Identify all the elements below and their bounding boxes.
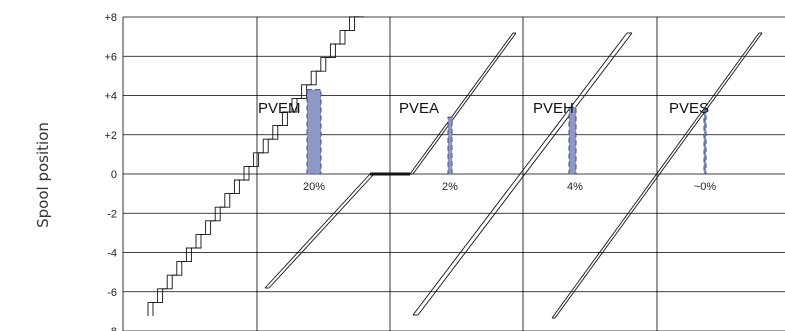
section-label-pves: PVES: [669, 100, 709, 117]
pvea-ramp-upper-b: [412, 32, 517, 175]
pvem-stair-right: [152, 16, 365, 316]
spool-curves: [147, 16, 763, 319]
hysteresis-value-pvea: 2%: [442, 181, 458, 193]
y-axis-label: Spool position: [34, 122, 52, 228]
section-label-pveh: PVEH: [533, 100, 574, 117]
section-label-pvem: PVEM: [258, 100, 301, 117]
hysteresis-value-pves: ~0%: [694, 181, 717, 193]
pveh-ramp-a: [412, 32, 628, 316]
y-tick-label: -4: [107, 248, 117, 260]
pvea-ramp-lower-b: [268, 173, 375, 289]
pveh-ramp-b: [417, 32, 633, 316]
pvea-ramp-upper-a: [409, 32, 514, 175]
y-tick-label: +2: [104, 130, 117, 142]
hysteresis-band-pveh: [568, 106, 577, 175]
y-tick-label: -2: [107, 208, 117, 220]
y-tick-label: +8: [104, 12, 117, 24]
hysteresis-bands: [306, 89, 707, 175]
hysteresis-band-pvem: [306, 89, 322, 175]
pvea-ramp-lower-a: [264, 173, 371, 289]
hysteresis-band-pves: [703, 108, 707, 175]
y-tick-label: -8: [107, 326, 117, 331]
y-tick-label: 0: [111, 169, 117, 181]
hysteresis-value-pvem: 20%: [303, 181, 325, 193]
pves-ramp-a: [551, 32, 760, 319]
y-tick-labels: +8 +6 +4 +2 0 -2 -4 -6 -8: [104, 12, 117, 331]
hysteresis-band-pvea: [447, 116, 453, 175]
pves-ramp-b: [554, 32, 763, 319]
section-label-pvea: PVEA: [399, 100, 439, 117]
grid: [122, 16, 785, 331]
y-tick-label: +6: [104, 51, 117, 63]
y-tick-label: +4: [104, 91, 117, 103]
y-tick-label: -6: [107, 287, 117, 299]
section-labels: PVEM 20% PVEA 2% PVEH 4% PVES ~0%: [258, 100, 716, 193]
hysteresis-value-pveh: 4%: [567, 181, 583, 193]
